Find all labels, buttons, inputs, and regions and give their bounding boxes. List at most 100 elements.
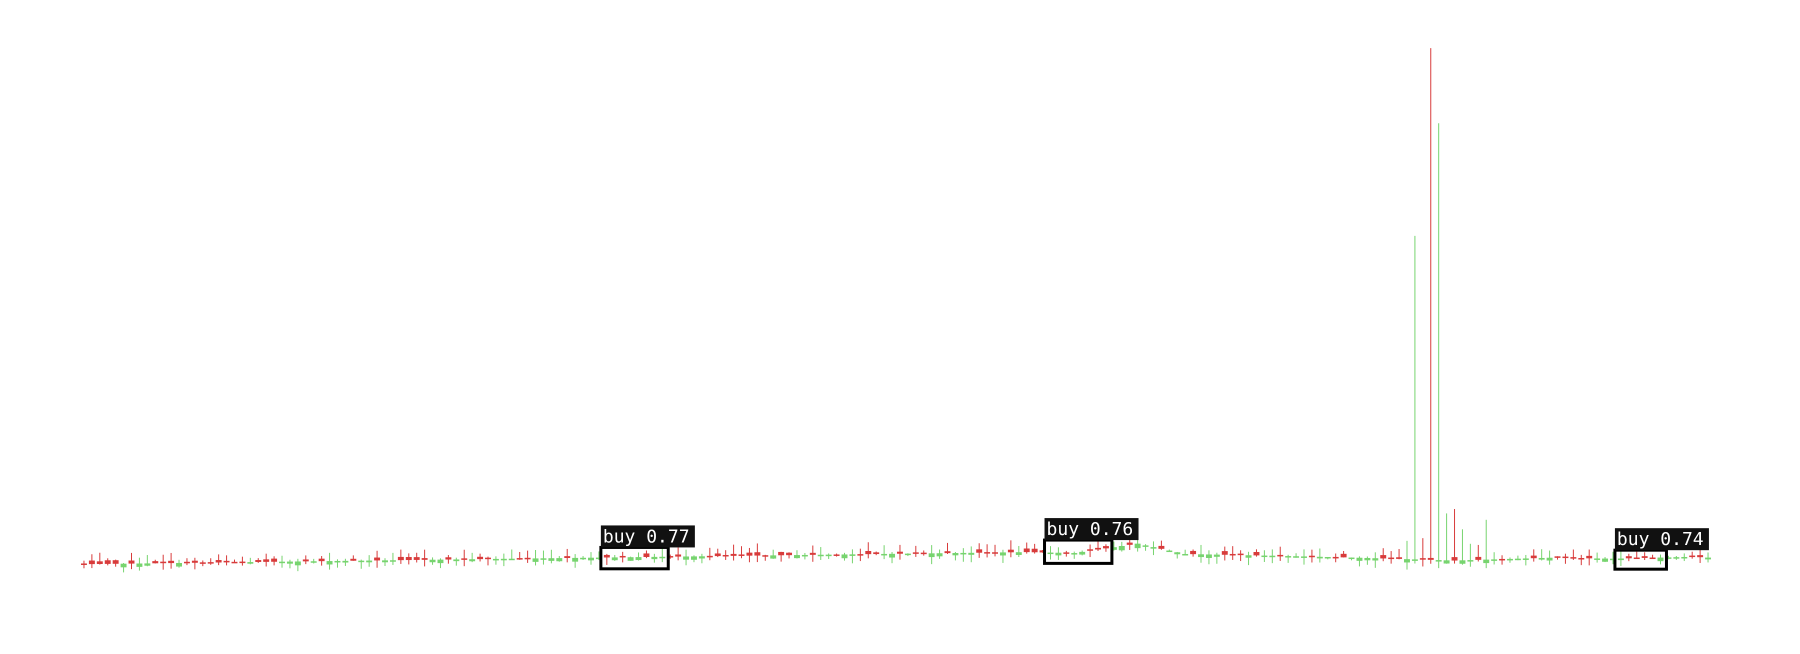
candle-body-up — [1594, 558, 1601, 560]
candle-body-down — [374, 557, 381, 561]
candle-body-up — [849, 554, 856, 556]
candle-body-down — [1007, 549, 1014, 553]
candle-body-down — [675, 554, 682, 557]
candle-body-down — [405, 557, 412, 561]
candle-body-up — [825, 554, 832, 557]
candle-body-up — [572, 557, 579, 562]
candle-body-down — [912, 552, 919, 554]
candle-body-up — [1285, 556, 1292, 558]
candle-body-down — [1427, 557, 1434, 560]
candle-body-up — [1079, 551, 1086, 555]
candle-body-down — [263, 559, 270, 562]
candle-body-up — [508, 558, 515, 561]
candle-body-down — [1570, 557, 1577, 559]
candle-body-up — [1602, 558, 1609, 562]
candle-body-up — [1546, 557, 1553, 561]
candle-body-up — [1665, 557, 1672, 559]
candle-body-up — [928, 553, 935, 558]
candle-body-down — [485, 557, 491, 560]
candle-body-down — [564, 556, 571, 559]
candle-group — [80, 48, 1712, 573]
candle-body-up — [1491, 559, 1498, 561]
candle-body-up — [936, 553, 943, 557]
candle-body-up — [1047, 552, 1054, 555]
candle-body-up — [1514, 558, 1521, 561]
candle-body-up — [1705, 557, 1712, 560]
candle-body-up — [691, 556, 697, 560]
candle-body-down — [896, 551, 903, 554]
candle-body-up — [683, 556, 690, 560]
candle-body-up — [1213, 554, 1220, 557]
candle-body-up — [469, 559, 476, 562]
candle-body-up — [1522, 558, 1529, 560]
candle-body-down — [1023, 548, 1030, 553]
candle-body-down — [754, 552, 761, 556]
candle-body-down — [477, 556, 484, 560]
candle-body-up — [627, 557, 634, 561]
candle-body-up — [889, 553, 896, 558]
candle-body-up — [1316, 556, 1323, 559]
candle-body-down — [104, 560, 111, 564]
candle-body-up — [429, 559, 436, 563]
candle-body-up — [1301, 556, 1307, 558]
candle-body-down — [730, 553, 737, 556]
signal-label: buy 0.77 — [603, 526, 690, 547]
candle-body-down — [255, 560, 262, 562]
candle-body-down — [1095, 547, 1101, 550]
candle-body-up — [1182, 553, 1189, 556]
candle-body-up — [144, 563, 151, 566]
candle-body-down — [1126, 542, 1133, 545]
candle-body-up — [1261, 555, 1268, 558]
candle-body-up — [1324, 556, 1331, 559]
candle-body-down — [1039, 550, 1046, 553]
candle-body-down — [1388, 557, 1395, 560]
candle-body-up — [1681, 556, 1688, 559]
candle-body-down — [746, 552, 753, 556]
candle-body-down — [1229, 553, 1236, 556]
candle-body-down — [619, 555, 626, 558]
candle-body-up — [1118, 546, 1125, 551]
candle-body-up — [1657, 557, 1664, 562]
candle-body-up — [1134, 543, 1141, 549]
candle-body-up — [770, 555, 777, 559]
candle-body-down — [112, 560, 119, 564]
candle-body-down — [183, 561, 190, 564]
candle-body-up — [580, 557, 587, 560]
candle-body-down — [1158, 545, 1165, 549]
candle-body-up — [279, 561, 285, 564]
candle-body-down — [1586, 555, 1593, 559]
candle-body-up — [1617, 558, 1624, 561]
candle-body-up — [1459, 560, 1466, 564]
candle-body-up — [136, 563, 143, 567]
detection-box-group: buy 0.77 buy 0.76 buy 0.74 — [599, 518, 1709, 571]
candle-body-down — [350, 558, 357, 561]
candle-body-down — [1332, 556, 1339, 559]
signal-label-bg — [1044, 518, 1139, 541]
candle-body-down — [1190, 550, 1197, 555]
candle-body-down — [1237, 553, 1244, 556]
candle-body-down — [516, 558, 523, 560]
candle-body-down — [88, 560, 95, 565]
candle-body-down — [318, 558, 325, 562]
candle-body-up — [801, 554, 808, 557]
candle-body-down — [239, 561, 246, 564]
candle-body-up — [1673, 557, 1680, 559]
candle-body-up — [1198, 554, 1204, 558]
detection-box — [1043, 538, 1114, 565]
candle-body-down — [706, 555, 713, 558]
candle-body-up — [968, 552, 975, 555]
candle-body-up — [342, 560, 349, 563]
buy-signal-box: buy 0.76 — [1043, 518, 1139, 565]
candle-body-down — [1451, 557, 1458, 561]
candle-body-down — [873, 552, 880, 555]
candle-body-up — [881, 553, 888, 556]
candle-body-down — [1340, 553, 1347, 558]
candle-body-up — [548, 558, 555, 561]
candle-body-up — [389, 560, 396, 562]
candle-body-up — [556, 558, 563, 562]
signal-label: buy 0.76 — [1047, 519, 1134, 540]
candle-body-down — [992, 552, 998, 554]
candle-body-up — [310, 561, 317, 563]
candle-body-down — [199, 562, 206, 564]
